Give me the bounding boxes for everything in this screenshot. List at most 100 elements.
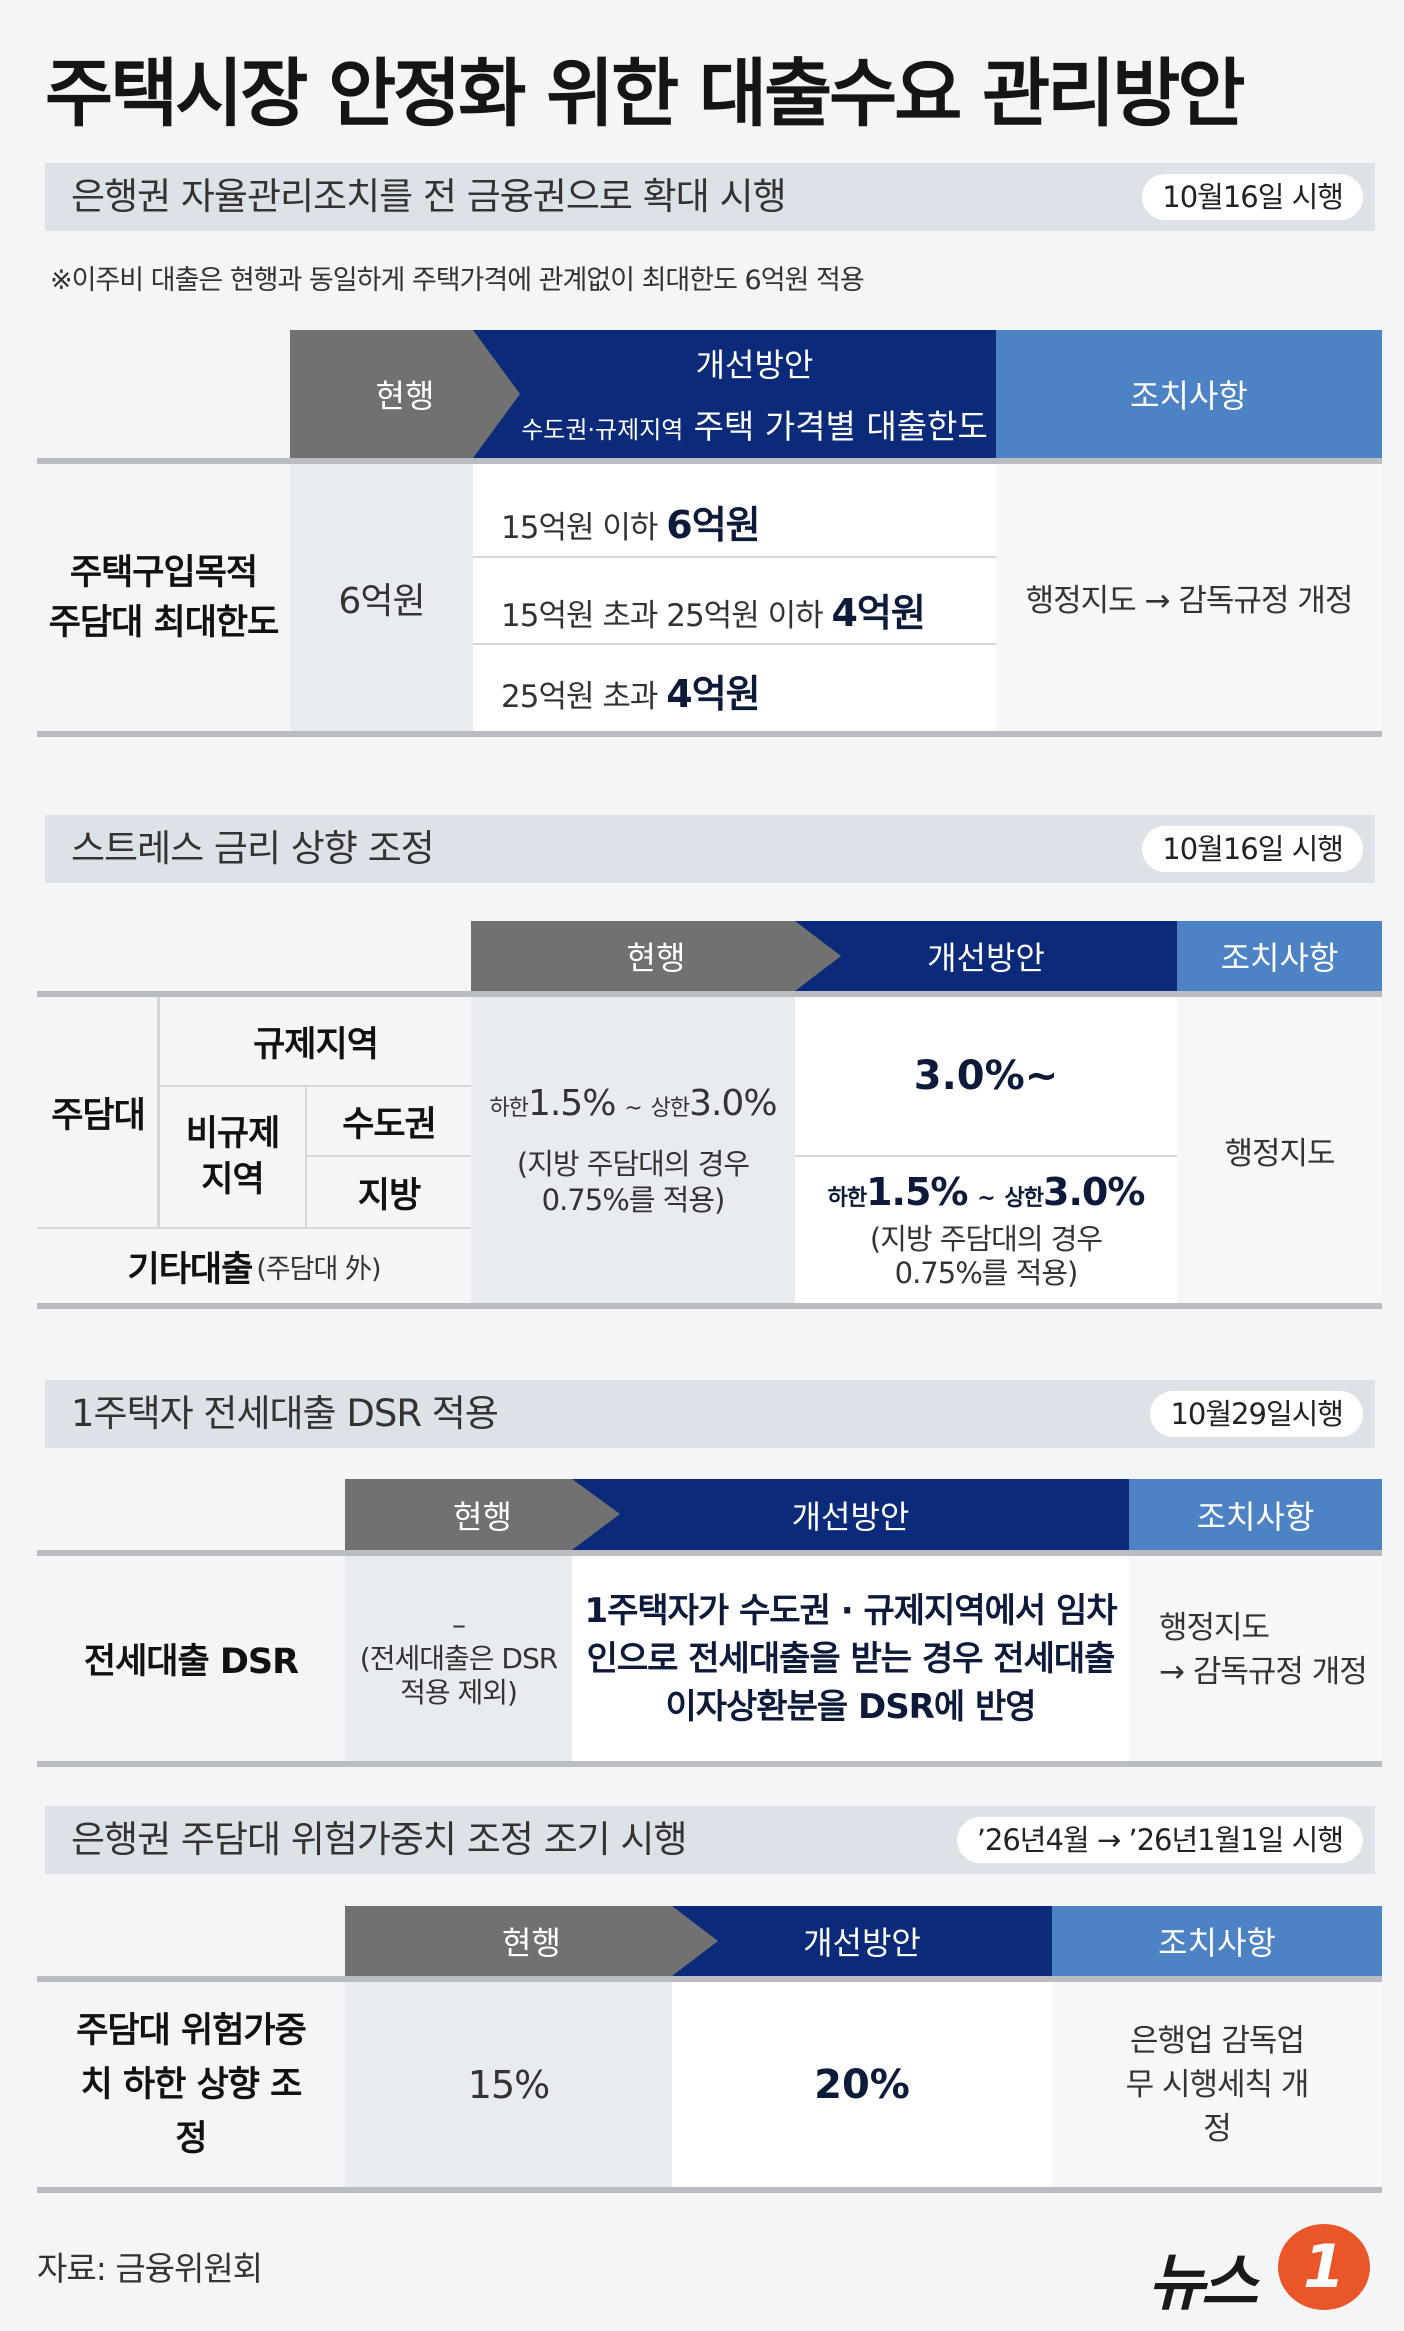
high-value: 3.0% <box>689 1082 777 1124</box>
low-label: 하한 <box>489 1095 528 1121</box>
header-action: 조치사항 <box>1129 1479 1382 1550</box>
header-current: 현행 <box>290 330 520 458</box>
date-badge: 10월16일 시행 <box>1142 174 1363 220</box>
label-non-regulated: 비규제 지역 <box>185 1114 281 1200</box>
divider <box>37 1303 1382 1309</box>
divider <box>37 991 1382 997</box>
improvement-text: 1주택자가 수도권 · 규제지역에서 임차인으로 전세대출을 받는 경우 전세대… <box>572 1556 1129 1761</box>
current-value: – (전세대출은 DSR 적용 제외) <box>345 1556 572 1761</box>
improvement-value: 20% <box>672 1982 1052 2187</box>
tier-cond: 15억원 이하 <box>501 510 658 546</box>
divider <box>37 731 1382 737</box>
divider <box>307 1155 471 1157</box>
section-4-bar: 은행권 주담대 위험가중치 조정 조기 시행 ’26년4월 → ’26년1월1일… <box>45 1806 1375 1874</box>
header-label: 조치사항 <box>1196 1497 1315 1536</box>
high-label: 상한 <box>650 1095 690 1121</box>
section-heading: 은행권 자율관리조치를 전 금융권으로 확대 시행 <box>71 175 787 218</box>
current-rate: 하한1.5% ~ 상한3.0% (지방 주담대의 경우 0.75%를 적용) <box>471 997 795 1303</box>
header-action: 조치사항 <box>1177 921 1382 991</box>
tier-row: 25억원 초과 4억원 <box>501 663 761 718</box>
header-current: 현행 <box>345 1479 620 1550</box>
header-improvement: 개선방안 <box>672 1906 1052 1976</box>
rate-range: 하한1.5% ~ 상한3.0% <box>827 1170 1146 1214</box>
action-text: 행정지도 → 감독규정 개정 <box>996 464 1382 731</box>
header-action: 조치사항 <box>1052 1906 1382 1976</box>
action-text: 행정지도 <box>1177 997 1382 1303</box>
rate-note: (지방 주담대의 경우 0.75%를 적용) <box>516 1146 750 1217</box>
action-line: → 감독규정 개정 <box>1159 1654 1368 1690</box>
label-regulated: 규제지역 <box>253 1024 379 1065</box>
header-label: 조치사항 <box>1158 1924 1276 1962</box>
header-improvement: 개선방안 수도권·규제지역 주택 가격별 대출한도 <box>473 330 996 458</box>
header-current: 현행 <box>471 921 841 991</box>
improvement-bottom: 하한1.5% ~ 상한3.0% (지방 주담대의 경우 0.75%를 적용) <box>795 1157 1177 1303</box>
logo-mark: 1 <box>1278 2224 1370 2310</box>
label-mortgage: 주담대 <box>51 1095 146 1136</box>
source: 자료: 금융위원회 <box>37 2249 263 2288</box>
action-text: 행정지도 → 감독규정 개정 <box>1129 1556 1382 1761</box>
tier-row: 15억원 초과 25억원 이하 4억원 <box>501 582 926 637</box>
page-title: 주택시장 안정화 위한 대출수요 관리방안 <box>45 51 1245 137</box>
date-badge: 10월29일시행 <box>1150 1391 1363 1437</box>
header-label: 현행 <box>626 939 686 977</box>
range-sep: ~ <box>624 1095 642 1121</box>
divider <box>160 1085 471 1087</box>
action-text: 은행업 감독업무 시행세칙 개정 <box>1052 1982 1382 2187</box>
header-label: 개선방안 <box>695 346 814 384</box>
section-2-bar: 스트레스 금리 상향 조정 10월16일 시행 <box>45 815 1375 883</box>
divider <box>37 2187 1382 2193</box>
divider <box>795 1155 1177 1157</box>
header-label: 개선방안 <box>927 939 1045 977</box>
high-value: 3.0% <box>1043 1170 1145 1214</box>
header-action: 조치사항 <box>996 330 1382 458</box>
label-local: 지방 <box>357 1175 421 1216</box>
tiers: 15억원 이하 6억원 15억원 초과 25억원 이하 4억원 25억원 초과 … <box>473 464 996 731</box>
tier-value: 6억원 <box>666 503 760 547</box>
divider <box>37 1550 1382 1556</box>
date-badge: 10월16일 시행 <box>1142 826 1363 872</box>
current-value: 6억원 <box>290 464 473 731</box>
improvement-desc: 1주택자가 수도권 · 규제지역에서 임차인으로 전세대출을 받는 경우 전세대… <box>584 1590 1117 1727</box>
divider <box>157 997 160 1227</box>
header-label: 조치사항 <box>1130 377 1248 415</box>
row-label-line: 주택구입목적 <box>69 552 258 593</box>
label-capital: 수도권 <box>342 1104 437 1145</box>
tier-value: 4억원 <box>666 672 760 716</box>
header-label: 현행 <box>453 1497 512 1536</box>
divider <box>37 1761 1382 1767</box>
header-label: 현행 <box>502 1924 561 1962</box>
label-other-text: 기타대출 <box>127 1249 254 1290</box>
header-improvement: 개선방안 <box>572 1479 1129 1550</box>
row-label-line: 주담대 최대한도 <box>48 602 280 643</box>
section-heading: 1주택자 전세대출 DSR 적용 <box>71 1392 499 1435</box>
note: ※이주비 대출은 현행과 동일하게 주택가격에 관계없이 최대한도 6억원 적용 <box>50 265 865 296</box>
action-line: 행정지도 <box>1159 1610 1270 1646</box>
low-label: 하한 <box>827 1186 867 1211</box>
dash: – <box>452 1607 466 1641</box>
divider <box>473 556 996 558</box>
tier-row: 15억원 이하 6억원 <box>501 494 761 549</box>
divider <box>37 1227 471 1229</box>
header-sub-small: 수도권·규제지역 <box>521 416 684 444</box>
section-heading: 은행권 주담대 위험가중치 조정 조기 시행 <box>71 1818 687 1861</box>
tier-cond: 15억원 초과 25억원 이하 <box>501 598 824 634</box>
header-current: 현행 <box>345 1906 718 1976</box>
rate-range: 하한1.5% ~ 상한3.0% <box>489 1082 777 1124</box>
header-improvement: 개선방안 <box>795 921 1177 991</box>
label-other: 기타대출 (주담대 外) <box>37 1229 471 1303</box>
header-sub: 주택 가격별 대출한도 <box>693 407 988 446</box>
header-label: 현행 <box>375 377 435 415</box>
current-value: 15% <box>345 1982 672 2187</box>
header-label: 개선방안 <box>803 1924 921 1962</box>
divider <box>37 458 1382 464</box>
divider <box>37 1976 1382 1982</box>
divider <box>473 643 996 645</box>
label-other-note: (주담대 外) <box>256 1253 381 1285</box>
section-1-bar: 은행권 자율관리조치를 전 금융권으로 확대 시행 10월16일 시행 <box>45 163 1375 231</box>
range-sep: ~ <box>977 1186 995 1211</box>
divider <box>305 1087 307 1227</box>
header-label: 개선방안 <box>791 1497 910 1536</box>
rate-note: (지방 주담대의 경우 0.75%를 적용) <box>869 1222 1103 1290</box>
row-label: 전세대출 DSR <box>83 1642 299 1682</box>
